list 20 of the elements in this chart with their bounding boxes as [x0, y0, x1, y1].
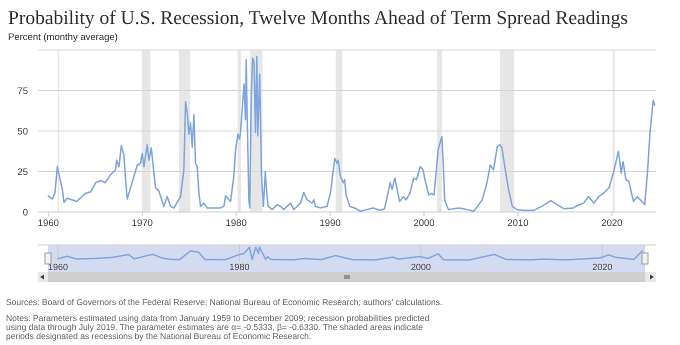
x-tick-label: 1960	[38, 218, 59, 229]
y-tick-label: 25	[17, 167, 28, 178]
line-series	[48, 56, 656, 212]
source-note: Sources: Board of Governors of the Federal Reserve; National Bureau of Economic Research; authors' calculations.	[6, 297, 442, 307]
x-tick-label: 1980	[226, 218, 247, 229]
chart-title: Probability of U.S. Recession, Twelve Months Ahead of Term Spread Readings	[8, 8, 628, 29]
x-tick-label: 1980	[229, 262, 250, 272]
x-tick-label: 2020	[601, 218, 622, 229]
x-tick-label: 1990	[320, 218, 341, 229]
x-tick-label: 2000	[410, 262, 431, 272]
text: Notes: Parameters estimated using data from January 1959 to December 2009; recession probabilities predicted using data through July 2019. The parameter estimates are α= -0.5333, β= -0.6330. The shaded areas indicate periods designated as recessions by the National Bureau of Economic Research.	[6, 313, 430, 341]
x-tick-label: 2010	[507, 218, 529, 229]
y-tick-label: 50	[17, 126, 28, 138]
y-tick-label: 0	[22, 208, 28, 218]
y-axis-title: Percent (monthy average)	[8, 32, 118, 43]
x-tick-label: 2020	[592, 262, 612, 272]
x-tick-label: 1970	[132, 218, 153, 229]
x-tick-label: 2000	[413, 218, 435, 229]
y-tick-label: 75	[17, 86, 28, 97]
x-tick-label: 1960	[48, 262, 68, 272]
